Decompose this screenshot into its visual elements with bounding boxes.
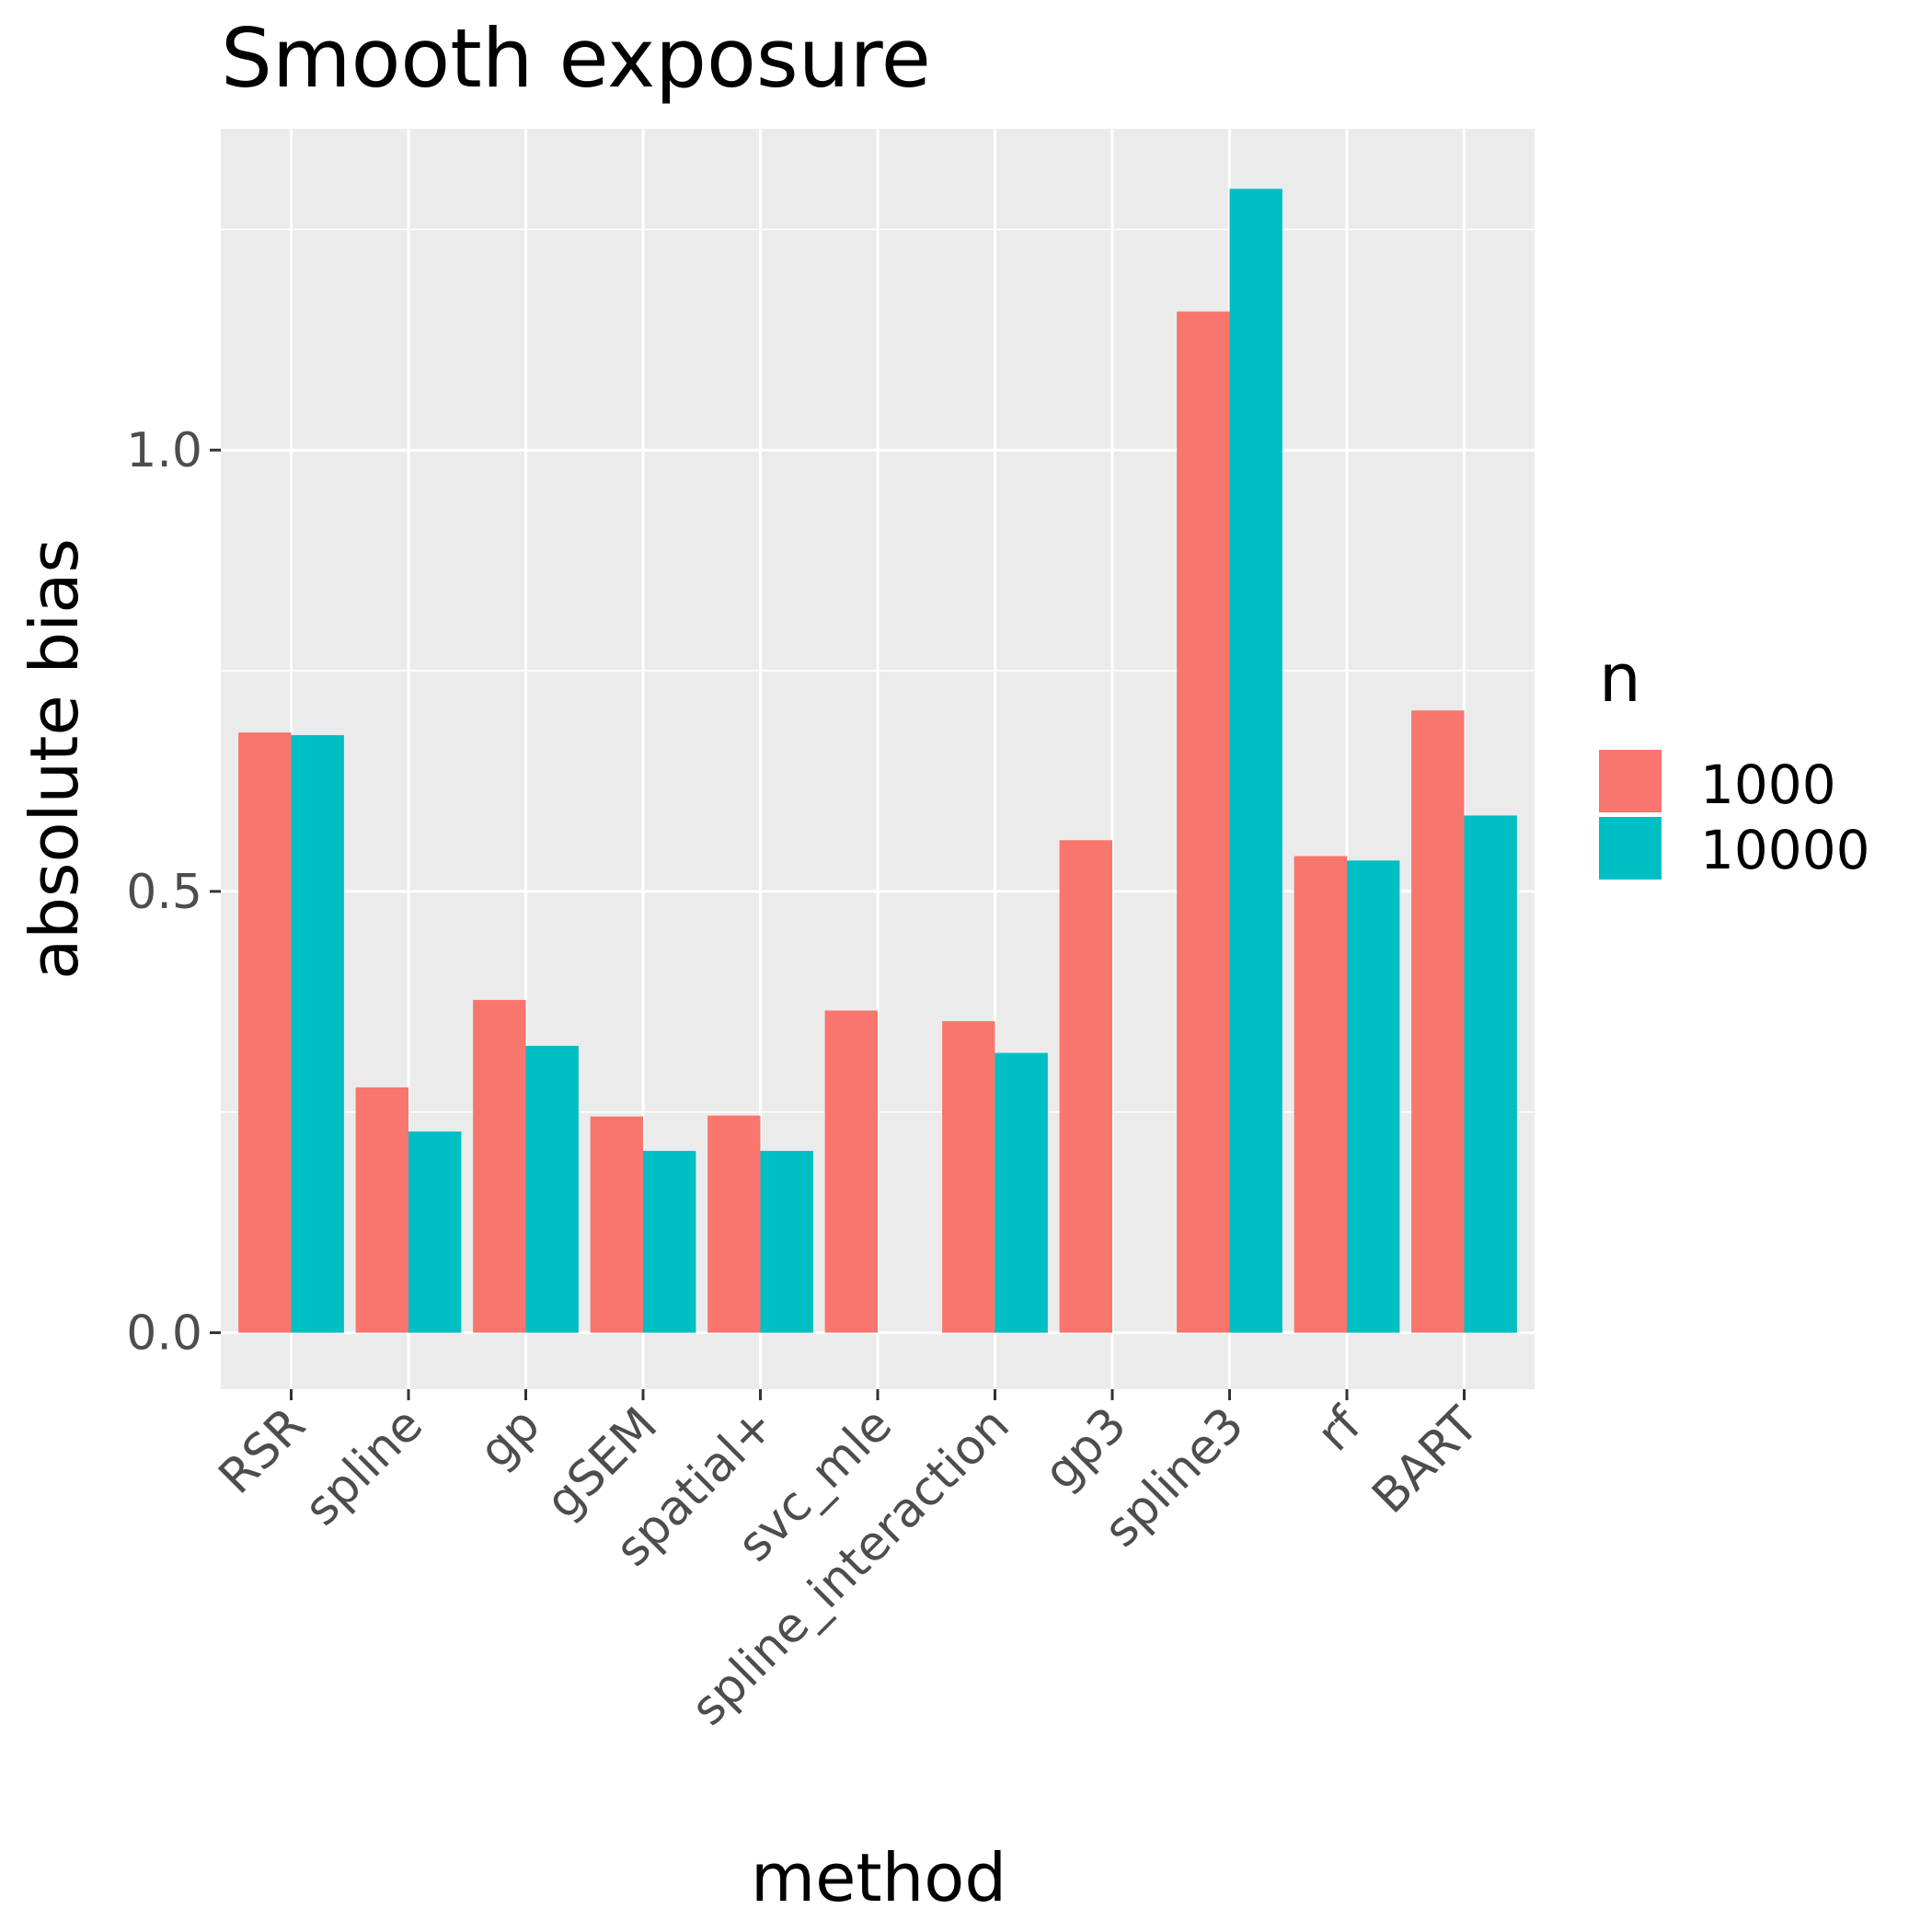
- bar-spline_interaction-1000: [942, 1020, 995, 1333]
- y-axis-title: absolute bias: [16, 538, 93, 980]
- bar-gp3-1000: [1059, 840, 1112, 1333]
- legend-label-10000: 10000: [1700, 819, 1870, 881]
- bar-RSR-1000: [238, 732, 292, 1333]
- x-axis-title: method: [751, 1839, 1006, 1916]
- bar-gSEM-1000: [590, 1116, 643, 1333]
- bar-spline_interaction-10000: [995, 1052, 1048, 1333]
- bar-rf-10000: [1347, 860, 1400, 1333]
- legend: n 1000 10000: [1599, 639, 1870, 881]
- bar-gp-1000: [473, 999, 526, 1333]
- x-tick-label: spline: [294, 1397, 433, 1536]
- bar-spatial+-10000: [760, 1150, 813, 1333]
- bar-BART-1000: [1411, 710, 1465, 1333]
- legend-key-1000: [1599, 750, 1662, 812]
- bar-gSEM-10000: [643, 1150, 696, 1333]
- y-tick-label: 0.5: [126, 865, 202, 920]
- legend-key-10000: [1599, 817, 1662, 880]
- bar-RSR-10000: [291, 735, 344, 1333]
- y-axis: 0.0 0.5 1.0: [126, 423, 221, 1362]
- x-tick-label: gp3: [1034, 1397, 1138, 1501]
- bar-spatial+-1000: [707, 1115, 761, 1333]
- x-tick-label: rf: [1307, 1397, 1374, 1463]
- bar-spline-10000: [408, 1131, 462, 1333]
- x-tick-label: RSR: [209, 1397, 316, 1505]
- bar-BART-10000: [1464, 815, 1517, 1333]
- legend-label-1000: 1000: [1700, 753, 1836, 816]
- bars: [238, 189, 1517, 1333]
- bar-svc_mle-1000: [824, 1010, 878, 1333]
- x-tick-label: BART: [1363, 1397, 1489, 1524]
- x-tick-label: gp: [469, 1397, 551, 1479]
- chart-title: Smooth exposure: [221, 11, 931, 106]
- y-tick-label: 1.0: [126, 423, 202, 478]
- bar-rf-1000: [1294, 856, 1347, 1333]
- legend-title: n: [1599, 639, 1641, 717]
- bar-spline-1000: [355, 1087, 408, 1333]
- bar-gp-10000: [525, 1045, 579, 1333]
- bar-spline3-1000: [1177, 311, 1230, 1333]
- y-tick-label: 0.0: [126, 1306, 202, 1362]
- bar-spline3-10000: [1229, 189, 1282, 1333]
